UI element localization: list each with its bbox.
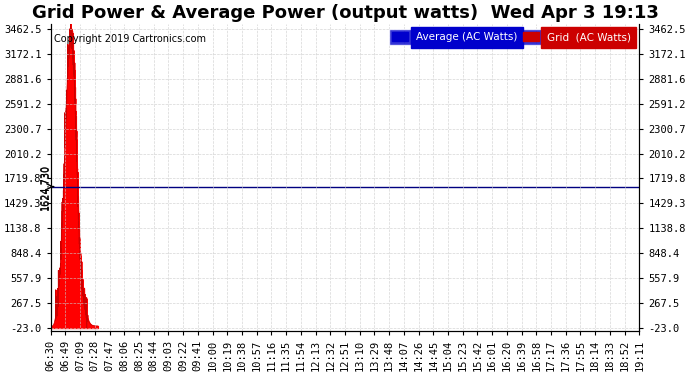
Text: 1624.730: 1624.730 — [41, 164, 50, 210]
Title: Grid Power & Average Power (output watts)  Wed Apr 3 19:13: Grid Power & Average Power (output watts… — [32, 4, 658, 22]
Legend: Average (AC Watts), Grid  (AC Watts): Average (AC Watts), Grid (AC Watts) — [389, 29, 634, 45]
Text: Copyright 2019 Cartronics.com: Copyright 2019 Cartronics.com — [54, 34, 206, 45]
Text: 1624.730: 1624.730 — [39, 164, 50, 210]
